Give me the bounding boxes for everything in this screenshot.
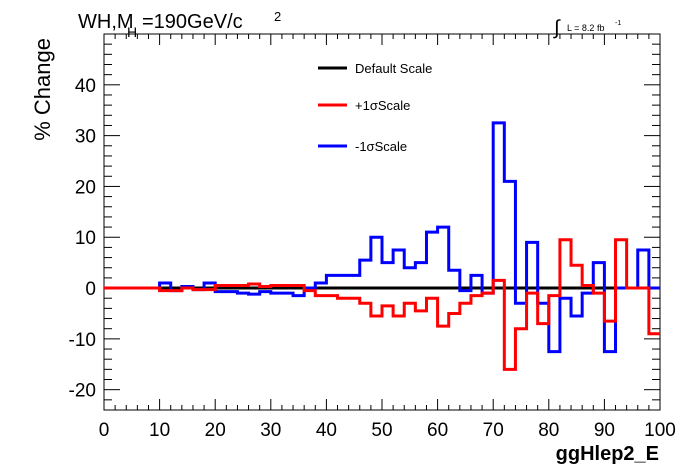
x-tick-label: 90	[594, 420, 615, 441]
integral-sign: ∫	[553, 17, 561, 39]
x-tick-label: 0	[99, 420, 110, 441]
legend-label: Default Scale	[355, 61, 432, 76]
y-tick-label: -10	[69, 330, 96, 351]
legend-label: -1σScale	[355, 139, 407, 154]
y-axis-title: % Change	[30, 38, 55, 141]
ticks-layer: 0 10 20 30 40 50 60 70 80 90 100 -20 -10 0 10 20 30 40	[69, 34, 676, 441]
chart-title-main: WH,M	[78, 11, 134, 33]
y-tick-label: 10	[75, 228, 96, 249]
plot-frame	[103, 33, 661, 411]
x-tick-label: 80	[538, 420, 559, 441]
y-tick-label: 40	[75, 76, 96, 97]
x-tick-label: 60	[427, 420, 448, 441]
x-tick-label: 40	[316, 420, 337, 441]
series-line	[104, 121, 660, 354]
y-tick-label: -20	[69, 381, 96, 402]
x-tick-label: 70	[483, 420, 504, 441]
series-layer	[104, 121, 660, 371]
chart-title-superscript: 2	[274, 9, 281, 24]
y-tick-label: 0	[85, 279, 96, 300]
x-tick-label: 20	[205, 420, 226, 441]
y-tick-label: 20	[75, 177, 96, 198]
luminosity-superscript: -1	[615, 20, 621, 27]
chart-title-rest: =190GeV/c	[142, 11, 243, 33]
x-tick-label: 30	[260, 420, 281, 441]
legend-label: +1σScale	[355, 98, 410, 113]
x-tick-label: 10	[149, 420, 170, 441]
x-axis-title: ggHlep2_E	[556, 443, 659, 465]
legend: Default Scale +1σScale -1σScale	[318, 61, 432, 154]
chart-title-subscript: H	[127, 24, 137, 40]
x-tick-label: 100	[644, 420, 676, 441]
luminosity-label: L = 8.2 fb	[567, 23, 604, 33]
y-tick-label: 30	[75, 127, 96, 148]
x-tick-label: 50	[371, 420, 392, 441]
series-line	[104, 238, 660, 371]
